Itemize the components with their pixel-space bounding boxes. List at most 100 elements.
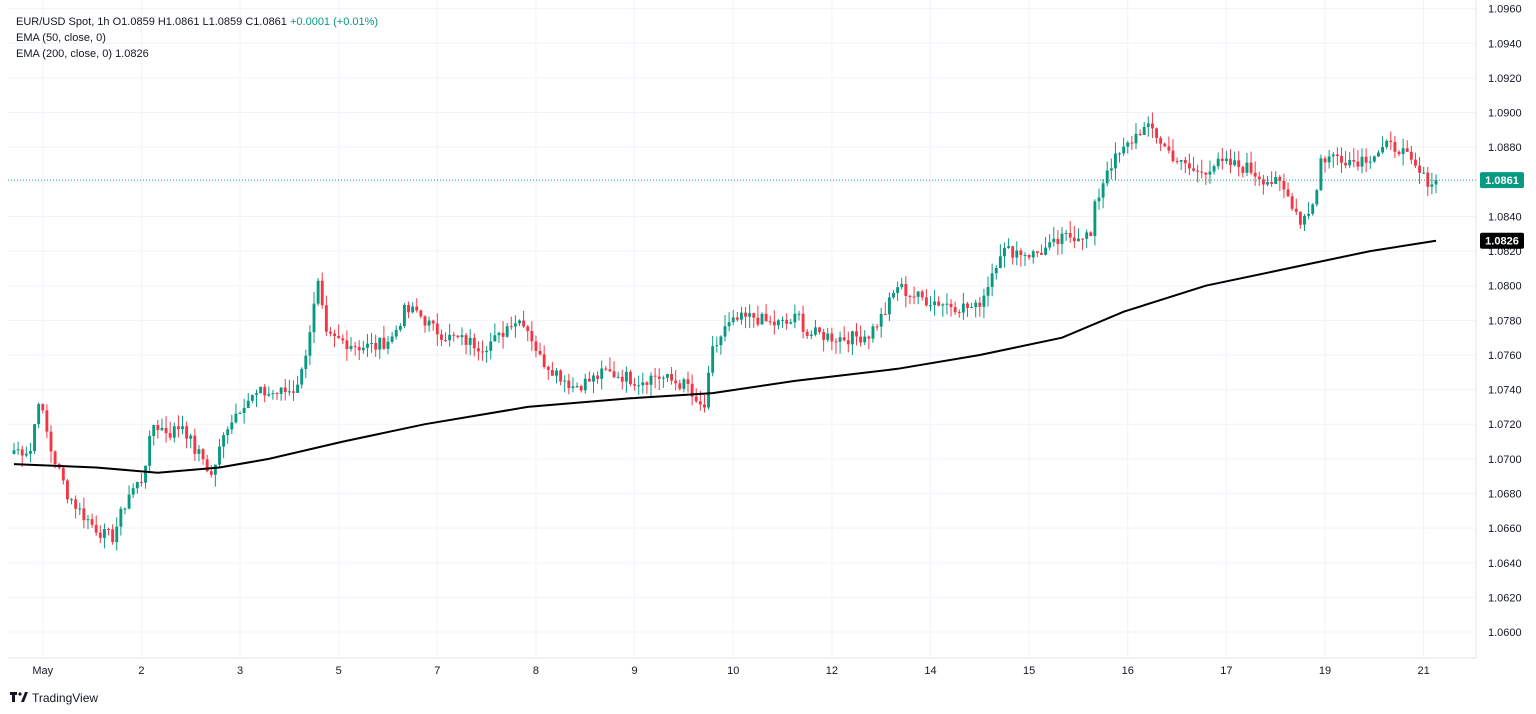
tradingview-brand[interactable]: TradingView bbox=[10, 690, 98, 705]
candle-body bbox=[398, 326, 402, 330]
candle-body bbox=[633, 384, 637, 386]
x-tick-label: 7 bbox=[434, 665, 440, 677]
candle-body bbox=[908, 295, 912, 297]
candle-body bbox=[678, 383, 682, 389]
candle-body bbox=[24, 453, 28, 456]
candle-body bbox=[300, 368, 304, 385]
candle-body bbox=[1081, 238, 1084, 240]
candle-body bbox=[12, 450, 16, 454]
x-tick-label: 19 bbox=[1319, 665, 1331, 677]
candle-body bbox=[431, 320, 435, 324]
candle-body bbox=[740, 312, 743, 320]
x-tick-label: 5 bbox=[336, 665, 342, 677]
y-tick-label: 1.0960 bbox=[1488, 4, 1522, 16]
candle-body bbox=[218, 446, 221, 465]
candle-body bbox=[209, 471, 213, 475]
candle-body bbox=[1261, 179, 1265, 185]
candle-body bbox=[933, 301, 937, 306]
candle-body bbox=[974, 302, 978, 308]
candle-body bbox=[768, 321, 772, 323]
grid bbox=[8, 0, 1476, 658]
candle-body bbox=[1052, 238, 1056, 243]
candle-body bbox=[637, 385, 641, 387]
candle-body bbox=[501, 332, 505, 337]
candle-body bbox=[904, 284, 908, 296]
candle-body bbox=[139, 481, 143, 483]
candle-body bbox=[583, 378, 587, 391]
candle-body bbox=[629, 371, 632, 385]
candle-body bbox=[982, 295, 986, 307]
candle-body bbox=[481, 351, 484, 353]
candle-body bbox=[1229, 158, 1232, 166]
candle-body bbox=[423, 316, 427, 326]
candle-body bbox=[1397, 151, 1401, 155]
candle-body bbox=[698, 401, 702, 405]
candle-body bbox=[213, 464, 217, 475]
candle-body bbox=[1401, 148, 1405, 155]
candle-body bbox=[263, 386, 267, 396]
candle-body bbox=[1409, 151, 1413, 160]
x-tick-label: 16 bbox=[1122, 665, 1134, 677]
candle-body bbox=[82, 508, 86, 521]
candle-body bbox=[90, 519, 94, 525]
candle-body bbox=[148, 435, 152, 466]
candle-body bbox=[949, 303, 953, 308]
candle-body bbox=[1085, 232, 1089, 239]
candle-body bbox=[830, 333, 834, 342]
candle-body bbox=[1031, 251, 1035, 258]
candle-body bbox=[176, 426, 180, 430]
candle-body bbox=[444, 339, 447, 341]
candle-body bbox=[1278, 176, 1282, 181]
y-tick-label: 1.0700 bbox=[1488, 454, 1522, 466]
candle-body bbox=[168, 433, 172, 438]
candle-body bbox=[329, 331, 332, 334]
candle-body bbox=[855, 331, 858, 337]
y-tick-label: 1.0920 bbox=[1488, 73, 1522, 85]
candle-body bbox=[312, 303, 316, 333]
candle-body bbox=[587, 378, 591, 382]
y-axis[interactable]: 1.09601.09401.09201.09001.08801.08601.08… bbox=[1488, 4, 1522, 639]
candle-body bbox=[361, 347, 365, 351]
candle-body bbox=[435, 323, 439, 335]
candle-body bbox=[1171, 150, 1175, 162]
candle-body bbox=[271, 393, 275, 395]
candle-body bbox=[287, 391, 291, 393]
candle-body bbox=[1245, 162, 1249, 173]
candle-body bbox=[575, 386, 579, 388]
candle-body bbox=[1019, 250, 1023, 256]
ema200-label[interactable]: EMA (200, close, 0) bbox=[16, 48, 112, 60]
candle-body bbox=[764, 313, 768, 322]
candle-body bbox=[1056, 238, 1060, 245]
candle-body bbox=[666, 374, 669, 378]
candle-body bbox=[505, 326, 509, 337]
candle-body bbox=[1077, 238, 1080, 242]
candle-body bbox=[555, 370, 558, 376]
candle-body bbox=[715, 345, 719, 347]
candle-body bbox=[661, 377, 665, 379]
candle-body bbox=[1294, 208, 1298, 212]
candle-body bbox=[513, 323, 517, 327]
y-tick-label: 1.0620 bbox=[1488, 592, 1522, 604]
y-tick-label: 1.0820 bbox=[1488, 246, 1522, 258]
candle-body bbox=[1220, 158, 1224, 161]
candle-body bbox=[1323, 158, 1327, 163]
x-axis[interactable]: May 2 3 5 7 8 9 10 12 14 15 16 17 19 21 bbox=[32, 665, 1429, 677]
candle-body bbox=[1187, 163, 1191, 169]
candle-body bbox=[1331, 154, 1335, 157]
symbol-label[interactable]: EUR/USD Spot, 1h bbox=[16, 16, 110, 28]
candle-body bbox=[45, 410, 49, 432]
candle-body bbox=[185, 426, 189, 439]
x-tick-label: 3 bbox=[237, 665, 243, 677]
candle-body bbox=[1418, 165, 1421, 173]
candle-body bbox=[694, 396, 698, 402]
y-tick-label: 1.0880 bbox=[1488, 142, 1522, 154]
candle-body bbox=[324, 305, 328, 332]
candle-body bbox=[1023, 254, 1027, 256]
ema50-label[interactable]: EMA (50, close, 0) bbox=[16, 32, 106, 44]
candle-body bbox=[407, 304, 410, 313]
candle-body bbox=[1113, 153, 1117, 169]
candle-body bbox=[476, 348, 480, 352]
candle-body bbox=[452, 334, 456, 336]
candle-body bbox=[448, 334, 452, 341]
